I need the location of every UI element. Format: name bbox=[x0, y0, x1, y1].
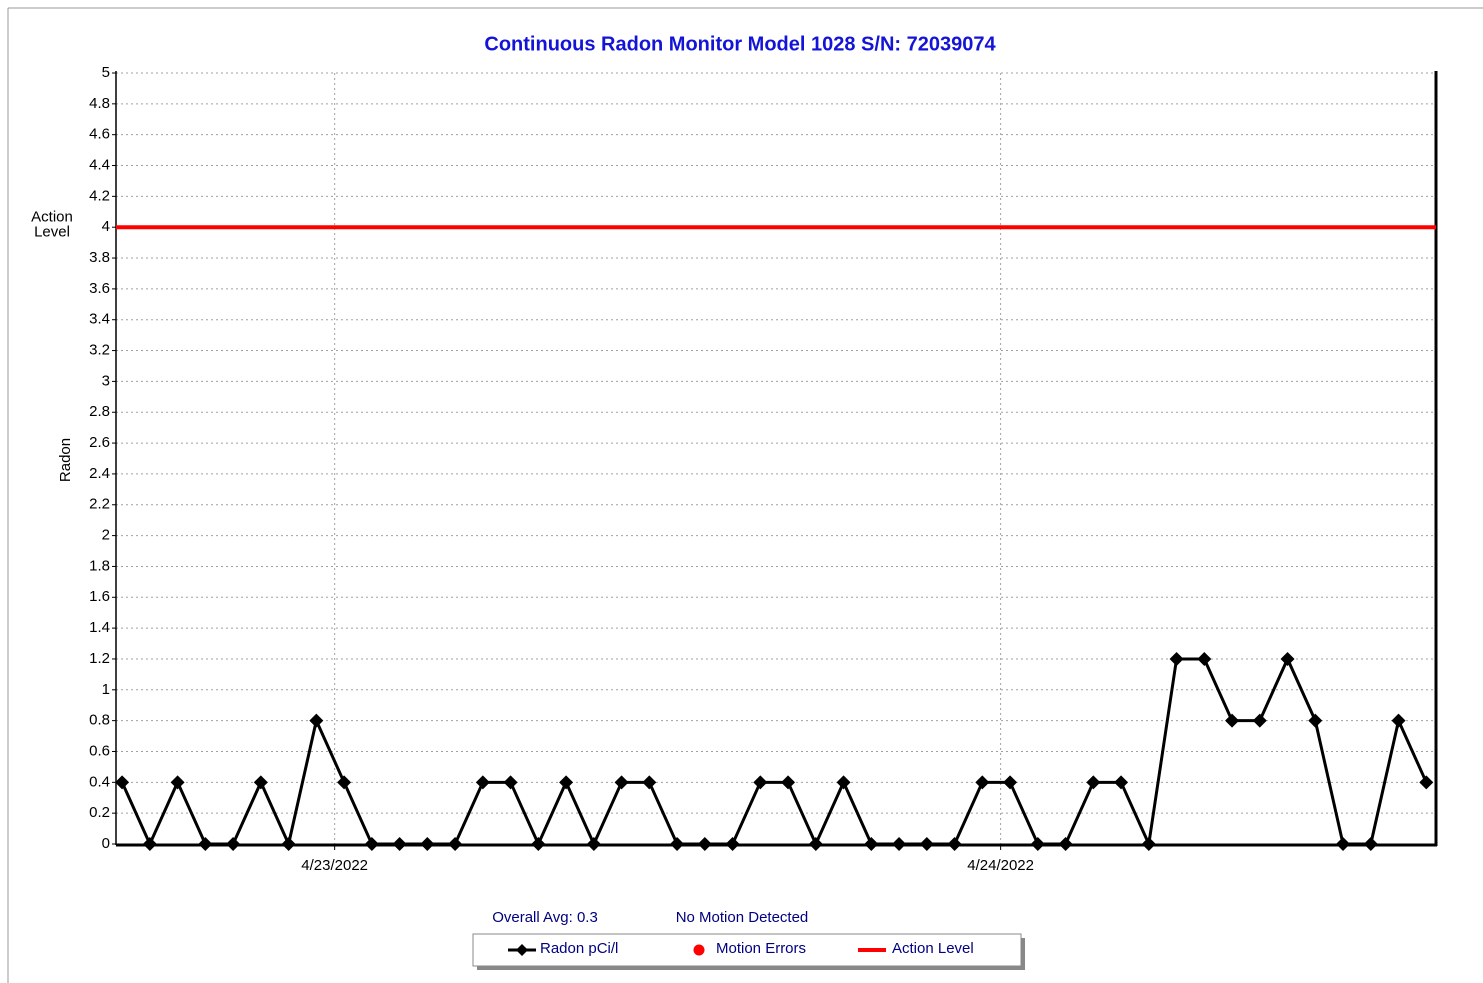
x-tick-label: 4/23/2022 bbox=[301, 857, 368, 874]
point bbox=[1003, 775, 1018, 790]
point bbox=[531, 837, 546, 851]
point bbox=[559, 775, 574, 790]
point bbox=[1086, 775, 1101, 790]
point bbox=[198, 837, 213, 851]
y-tick-label: 4.6 bbox=[89, 126, 110, 143]
point bbox=[503, 775, 518, 790]
point bbox=[975, 775, 990, 790]
y-tick-label: 3.6 bbox=[89, 280, 110, 297]
y-axis-label: Radon bbox=[57, 438, 74, 482]
point bbox=[115, 775, 130, 790]
point bbox=[281, 837, 296, 851]
point bbox=[1225, 713, 1240, 728]
y-tick-label: 0.8 bbox=[89, 712, 110, 729]
point bbox=[1308, 713, 1323, 728]
point bbox=[1197, 651, 1212, 666]
y-tick-label: 2.6 bbox=[89, 434, 110, 451]
point bbox=[1114, 775, 1129, 790]
point bbox=[253, 775, 268, 790]
y-tick-label: 0.6 bbox=[89, 742, 110, 759]
y-tick-label: 1.4 bbox=[89, 619, 110, 636]
legend-label: Radon pCi/l bbox=[540, 940, 618, 957]
point bbox=[364, 837, 379, 851]
y-tick-label: 1.6 bbox=[89, 588, 110, 605]
action-level-label: Level bbox=[34, 224, 70, 241]
y-tick-label: 0.4 bbox=[89, 773, 110, 790]
point bbox=[642, 775, 657, 790]
point bbox=[919, 837, 934, 851]
point bbox=[1030, 837, 1045, 851]
point bbox=[475, 775, 490, 790]
point bbox=[614, 775, 629, 790]
y-tick-label: 1.2 bbox=[89, 650, 110, 667]
annotation: No Motion Detected bbox=[676, 909, 809, 926]
point bbox=[448, 837, 463, 851]
point bbox=[1336, 837, 1351, 851]
legend-marker bbox=[693, 944, 705, 956]
point bbox=[1058, 837, 1073, 851]
point bbox=[697, 837, 712, 851]
legend-box bbox=[472, 933, 1022, 967]
point bbox=[142, 837, 157, 851]
y-tick-label: 2.2 bbox=[89, 496, 110, 513]
point bbox=[836, 775, 851, 790]
y-tick-label: 4.8 bbox=[89, 95, 110, 112]
annotation: Overall Avg: 0.3 bbox=[492, 909, 598, 926]
point bbox=[781, 775, 796, 790]
point bbox=[808, 837, 823, 851]
point bbox=[1391, 713, 1406, 728]
point bbox=[337, 775, 352, 790]
point bbox=[1419, 775, 1434, 790]
point bbox=[670, 837, 685, 851]
y-tick-label: 1.8 bbox=[89, 557, 110, 574]
y-tick-label: 3.2 bbox=[89, 342, 110, 359]
y-tick-label: 3.4 bbox=[89, 311, 110, 328]
chart-title: Continuous Radon Monitor Model 1028 S/N:… bbox=[484, 33, 996, 55]
action-level-label: Action bbox=[31, 209, 73, 226]
y-tick-label: 2.8 bbox=[89, 403, 110, 420]
point bbox=[1280, 651, 1295, 666]
y-tick-label: 3 bbox=[102, 372, 110, 389]
x-tick-label: 4/24/2022 bbox=[967, 857, 1034, 874]
y-tick-label: 0.2 bbox=[89, 804, 110, 821]
point bbox=[226, 837, 241, 851]
series-line bbox=[120, 655, 1428, 850]
y-tick-label: 5 bbox=[102, 64, 110, 81]
point bbox=[309, 713, 324, 728]
y-tick-label: 4.2 bbox=[89, 187, 110, 204]
legend-label: Motion Errors bbox=[716, 940, 806, 957]
point bbox=[586, 837, 601, 851]
y-tick-label: 4.4 bbox=[89, 156, 110, 173]
y-tick-label: 4 bbox=[102, 218, 110, 235]
point bbox=[392, 837, 407, 851]
point bbox=[753, 775, 768, 790]
y-tick-label: 1 bbox=[102, 681, 110, 698]
point bbox=[1169, 651, 1184, 666]
point bbox=[170, 775, 185, 790]
point bbox=[1363, 837, 1378, 851]
point bbox=[1252, 713, 1267, 728]
point bbox=[947, 837, 962, 851]
y-tick-label: 2.4 bbox=[89, 465, 110, 482]
point bbox=[864, 837, 879, 851]
legend-label: Action Level bbox=[892, 940, 974, 957]
point bbox=[892, 837, 907, 851]
point bbox=[725, 837, 740, 851]
y-tick-label: 2 bbox=[102, 527, 110, 544]
point bbox=[420, 837, 435, 851]
legend-marker bbox=[516, 944, 528, 956]
y-tick-label: 0 bbox=[102, 835, 110, 852]
y-tick-label: 3.8 bbox=[89, 249, 110, 266]
point bbox=[1141, 837, 1156, 851]
